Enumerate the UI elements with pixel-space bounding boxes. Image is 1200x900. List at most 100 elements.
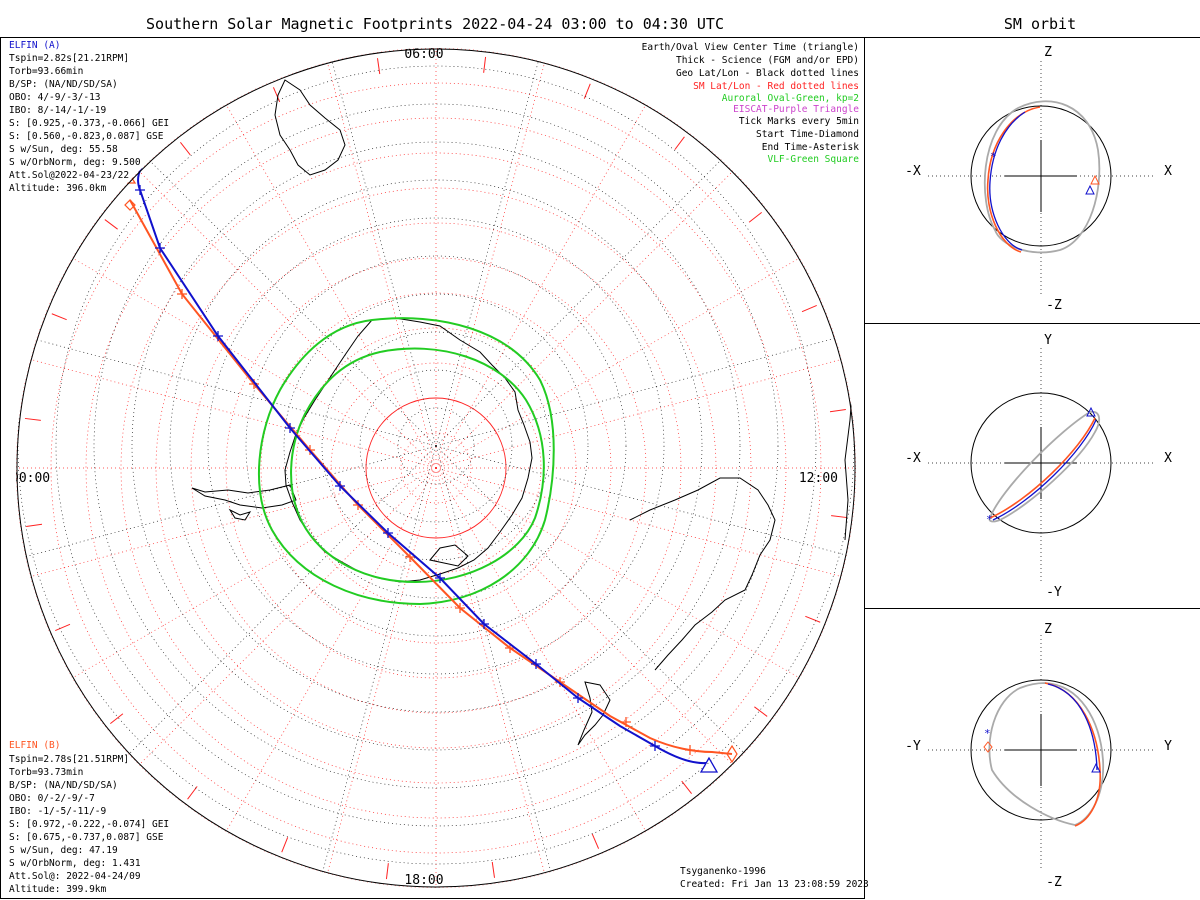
elfin-a-line: IBO: 8/-14/-1/-19 [9, 105, 107, 116]
sm-longitude-line [138, 467, 437, 766]
antarctica-coastline [191, 79, 854, 746]
view-triangle-a [1091, 762, 1101, 773]
elfin-a-tick [285, 423, 295, 433]
elfin-a-line: Altitude: 396.0km [9, 183, 107, 194]
geo-latitude-circle [397, 407, 475, 485]
axis-label-bottom: -Z [1046, 875, 1062, 890]
figure-title: Southern Solar Magnetic Footprints 2022-… [146, 15, 724, 33]
time-label-left: 00:00 [11, 471, 50, 486]
geo-longitude-line [435, 119, 761, 447]
panel-frames [0, 37, 1200, 899]
view-triangle-b [1090, 174, 1100, 185]
legend-item: VLF-Green Square [767, 154, 859, 165]
orbit-a [1047, 683, 1098, 771]
sm-coordinate-grid [16, 48, 856, 888]
elfin-a-tick [479, 619, 489, 629]
elfin-b-line: OBO: 0/-2/-9/-7 [9, 793, 95, 804]
sm-panel-drawing [928, 61, 1155, 296]
africa-tip [789, 239, 854, 541]
antarctica-coast [284, 317, 533, 583]
elfin-a-tick [573, 693, 583, 703]
sm-longitude-line [326, 62, 437, 469]
axis-label-right: Y [1164, 739, 1172, 754]
sm-edge-tick [104, 219, 118, 230]
sm-latitude-circle [365, 397, 507, 539]
geo-latitude-circle [131, 141, 741, 751]
elfin-a-tick [435, 573, 445, 583]
sm-edge-tick [754, 706, 768, 717]
elfin-a-tick [383, 528, 393, 538]
end-asterisk-a: * [984, 727, 991, 740]
axis-label-bottom: -Z [1046, 298, 1062, 313]
sm-panel-yz: Z -Z -Y Y [905, 622, 1172, 890]
elfin-a-tick [155, 243, 165, 253]
elfin-a-view-triangle [699, 756, 719, 773]
footer: Tsyganenko-1996 Created: Fri Jan 13 23:0… [680, 866, 869, 890]
sm-edge-tick [674, 136, 685, 150]
geo-coordinate-grid [16, 48, 856, 888]
axis-label-right: X [1164, 451, 1172, 466]
polar-plot: 06:00 00:00 12:00 18:00 [11, 48, 856, 888]
sm-latitude-circle [400, 432, 472, 504]
sm-panel-xy-orbits: * [986, 406, 1101, 526]
orbit-b [1044, 682, 1101, 827]
sm-latitude-circle [260, 292, 612, 644]
south-america [274, 79, 346, 176]
geo-latitude-circle [359, 369, 513, 523]
sm-orbit-panels: Z -Z -X X Y -Y -X X Z -Z -Y Y * * * [905, 45, 1172, 890]
elfin-a-line: S: [0.560,-0.823,0.087] GSE [9, 131, 164, 142]
australia-coast [629, 477, 776, 671]
sm-edge-tick [831, 515, 848, 519]
orbit-b [989, 417, 1096, 519]
elfin-b-tick [455, 603, 465, 613]
sm-panel-drawing [928, 348, 1155, 583]
elfin-b-line: S w/Sun, deg: 47.19 [9, 845, 118, 856]
axis-label-bottom: -Y [1046, 585, 1062, 600]
orbit-a [992, 419, 1097, 521]
view-triangle-a [1085, 184, 1095, 195]
ross-ice-shelf [429, 544, 469, 567]
geo-latitude-circle [321, 331, 551, 561]
geo-longitude-line [435, 445, 856, 565]
sm-longitude-line [225, 104, 437, 469]
elfin-a-info: ELFIN (A) Tspin=2.82s[21.21RPM] Torb=93.… [9, 40, 169, 194]
elfin-b-end-marker [726, 744, 738, 764]
axis-label-right: X [1164, 164, 1172, 179]
sm-longitude-line [225, 467, 437, 832]
axis-label-top: Z [1044, 622, 1052, 637]
legend-item: Earth/Oval View Center Time (triangle) [642, 42, 859, 53]
elfin-b-line: Altitude: 399.9km [9, 884, 107, 895]
elfin-a-line: S: [0.925,-0.373,-0.066] GEI [9, 118, 169, 129]
sm-edge-tick [385, 863, 389, 880]
elfin-a-tick [213, 331, 223, 341]
sm-edge-tick [272, 87, 281, 103]
geo-latitude-circle [55, 65, 817, 827]
elfin-b-line: IBO: -1/-5/-11/-9 [9, 806, 107, 817]
legend-item: Tick Marks every 5min [739, 116, 859, 127]
elfin-a-line: B/SP: (NA/ND/SD/SA) [9, 79, 118, 90]
geo-latitude-circle [207, 217, 665, 675]
legend-item: Auroral Oval-Green, kp=2 [722, 93, 859, 104]
sm-longitude-line [435, 467, 647, 832]
elfin-b-line: ELFIN (B) [9, 740, 60, 751]
sm-edge-tick [491, 861, 496, 878]
orbit-grey [988, 410, 1101, 523]
elfin-b-line: S w/OrbNorm, deg: 1.431 [9, 858, 141, 869]
sm-edge-tick [24, 417, 41, 421]
sm-edge-tick [829, 408, 846, 413]
sm-latitude-circle [120, 152, 752, 784]
orbit-grey [988, 682, 1104, 826]
sm-orbit-title: SM orbit [1004, 15, 1076, 33]
polar-time-labels: 06:00 00:00 12:00 18:00 [11, 48, 838, 888]
sm-panel-xz: Z -Z -X X [905, 45, 1172, 313]
elfin-b-tick [177, 289, 187, 299]
elfin-a-line: Tspin=2.82s[21.21RPM] [9, 53, 129, 64]
geo-latitude-circle [93, 103, 779, 789]
legend-item: Start Time-Diamond [756, 129, 859, 140]
elfin-a-line: OBO: 4/-9/-3/-13 [9, 92, 101, 103]
sm-longitude-line [435, 358, 842, 469]
sm-longitude-line [435, 170, 734, 469]
legend-item: End Time-Asterisk [762, 142, 860, 153]
auroral-ovals [258, 317, 555, 606]
axis-label-left: -Y [905, 739, 921, 754]
